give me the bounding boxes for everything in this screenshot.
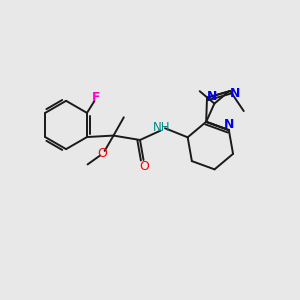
Text: O: O (98, 147, 107, 160)
Text: NH: NH (153, 121, 171, 134)
Text: O: O (139, 160, 149, 173)
Text: N: N (224, 118, 235, 131)
Text: N: N (230, 87, 241, 100)
Text: F: F (92, 91, 100, 104)
Text: N: N (207, 90, 217, 103)
